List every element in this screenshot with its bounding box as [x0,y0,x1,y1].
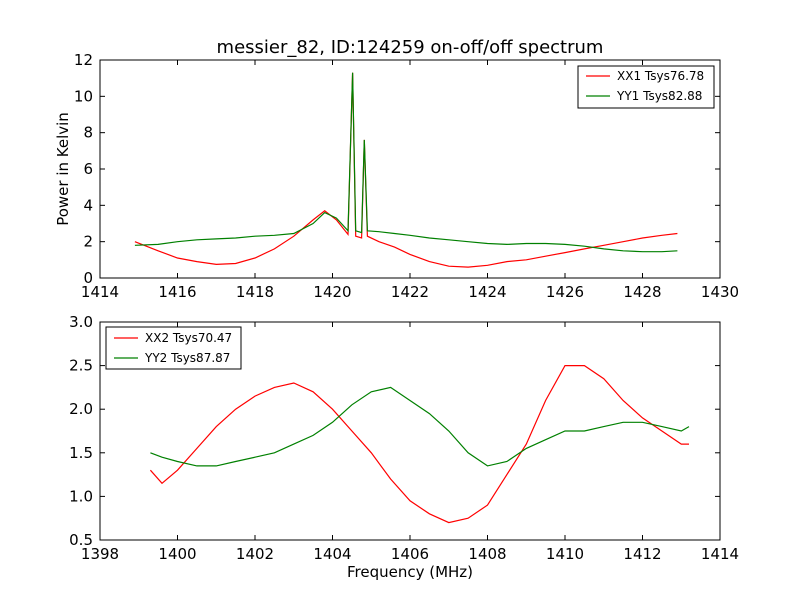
top-series-line-yy1 [134,72,678,253]
top-series-layer [134,72,678,268]
bottom-y-tick-label: 0.5 [69,531,93,549]
top-x-tick-label: 1428 [623,283,661,301]
bottom-x-ticks: 1398 1400 1402 1404 1406 1408 1410 1412 1414 [81,322,739,563]
bottom-x-tick-label: 1400 [158,545,196,563]
top-x-tick-label: 1424 [468,283,506,301]
bottom-axes: 1398 1400 1402 1404 1406 1408 1410 1412 1414 0.5… [69,313,739,581]
bottom-y-tick-label: 1.0 [69,487,93,505]
top-y-tick-label: 6 [83,160,93,178]
top-y-tick-label: 0 [83,269,93,287]
bottom-y-tick-label: 2.5 [69,357,93,375]
bottom-x-tick-label: 1408 [468,545,506,563]
top-legend-label-xx1: XX1 Tsys76.78 [617,69,704,83]
top-legend-box [577,65,715,109]
top-x-tick-label: 1418 [236,283,274,301]
top-x-tick-label: 1430 [701,283,739,301]
top-x-tick-label: 1416 [158,283,196,301]
top-legend-label-yy1: YY1 Tsys82.88 [616,89,702,103]
bottom-x-tick-label: 1410 [546,545,584,563]
top-y-tick-label: 2 [83,233,93,251]
bottom-legend: XX2 Tsys70.47 YY2 Tsys87.87 [105,326,242,370]
bottom-x-axis-label: Frequency (MHz) [347,563,473,581]
top-axes: 1414 1416 1418 1420 1422 1424 1426 1428 1430 0 2 4… [54,51,739,301]
top-y-tick-label: 10 [74,87,93,105]
bottom-x-tick-label: 1398 [81,545,119,563]
top-x-tick-label: 1422 [391,283,429,301]
top-y-ticks: 0 2 4 6 8 10 12 [74,51,720,287]
chart-title: messier_82, ID:124259 on-off/off spectru… [217,37,604,58]
top-y-tick-label: 8 [83,124,93,142]
top-x-tick-label: 1420 [313,283,351,301]
bottom-series-line-xx2 [149,365,689,524]
bottom-x-tick-label: 1404 [313,545,351,563]
top-x-tick-label: 1426 [546,283,584,301]
bottom-y-ticks: 0.5 1.0 1.5 2.0 2.5 3.0 [69,313,720,549]
top-x-tick-label: 1414 [81,283,119,301]
top-legend: XX1 Tsys76.78 YY1 Tsys82.88 [577,65,715,109]
bottom-x-tick-label: 1412 [623,545,661,563]
top-y-axis-label: Power in Kelvin [54,112,72,226]
bottom-x-tick-label: 1406 [391,545,429,563]
bottom-y-tick-label: 3.0 [69,313,93,331]
bottom-x-tick-label: 1414 [701,545,739,563]
top-x-ticks: 1414 1416 1418 1420 1422 1424 1426 1428 1430 [81,60,739,301]
bottom-x-tick-label: 1402 [236,545,274,563]
bottom-legend-label-xx2: XX2 Tsys70.47 [145,331,232,345]
bottom-y-tick-label: 1.5 [69,444,93,462]
bottom-series-layer [149,365,690,524]
bottom-y-tick-label: 2.0 [69,400,93,418]
top-y-tick-label: 12 [74,51,93,69]
bottom-legend-box [105,326,242,370]
top-series-line-xx1 [134,72,678,268]
bottom-legend-label-yy2: YY2 Tsys87.87 [144,351,230,365]
bottom-series-line-yy2 [150,386,690,467]
top-y-tick-label: 4 [83,196,93,214]
